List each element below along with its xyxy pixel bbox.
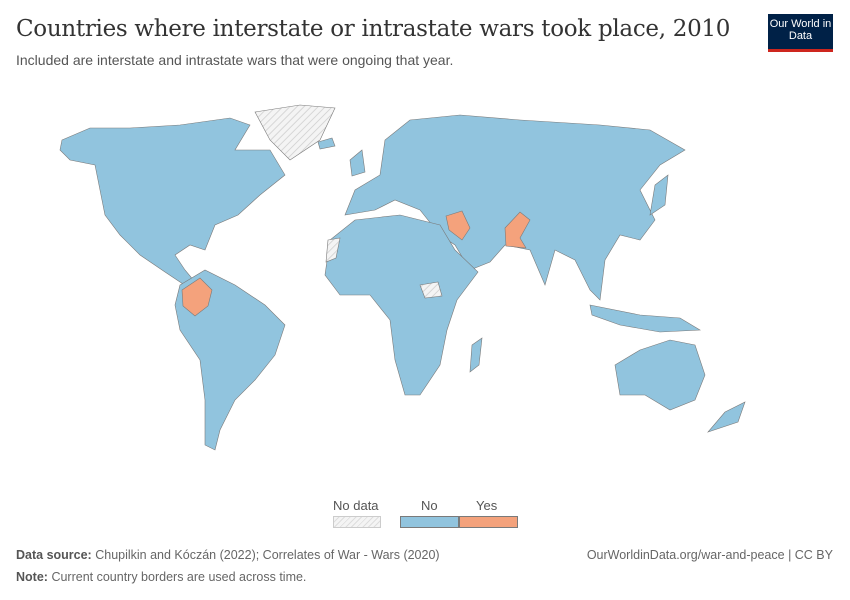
- source-text[interactable]: Chupilkin and Kóczán (2022); Correlates …: [95, 548, 440, 562]
- legend-swatch-no-data[interactable]: [333, 516, 381, 528]
- new-zealand[interactable]: [707, 401, 746, 433]
- south-sudan[interactable]: [419, 281, 443, 299]
- japan[interactable]: [649, 174, 669, 216]
- uk[interactable]: [349, 149, 366, 177]
- source-label: Data source:: [16, 548, 92, 562]
- legend-label-no: No: [421, 498, 438, 513]
- country-colombia[interactable]: [181, 277, 213, 317]
- chart-title: Countries where interstate or intrastate…: [16, 16, 731, 42]
- south-america[interactable]: [174, 269, 286, 451]
- indonesia[interactable]: [589, 304, 702, 333]
- greenland[interactable]: [254, 104, 336, 161]
- chart-subtitle: Included are interstate and intrastate w…: [16, 52, 454, 68]
- legend-swatch-no[interactable]: [400, 516, 459, 528]
- note-label: Note:: [16, 570, 48, 584]
- world-map[interactable]: [0, 95, 850, 485]
- madagascar[interactable]: [469, 337, 483, 373]
- country-iraq[interactable]: [445, 210, 471, 241]
- legend-swatch-yes[interactable]: [459, 516, 518, 528]
- legend-label-no-data: No data: [333, 498, 379, 513]
- western-sahara[interactable]: [325, 237, 341, 263]
- north-america[interactable]: [59, 117, 286, 293]
- owid-logo[interactable]: Our World in Data: [768, 14, 833, 52]
- iceland[interactable]: [317, 137, 336, 150]
- country-pakistan[interactable]: [504, 211, 531, 249]
- note-text: Current country borders are used across …: [51, 570, 307, 584]
- source-url-link[interactable]: OurWorldinData.org/war-and-peace | CC BY: [586, 548, 833, 562]
- legend-label-yes: Yes: [476, 498, 498, 513]
- australia[interactable]: [614, 339, 706, 411]
- note: Note: Current country borders are used a…: [16, 570, 306, 584]
- eurasia[interactable]: [344, 114, 686, 301]
- data-source: Data source: Chupilkin and Kóczán (2022)…: [16, 548, 440, 562]
- africa[interactable]: [324, 214, 479, 396]
